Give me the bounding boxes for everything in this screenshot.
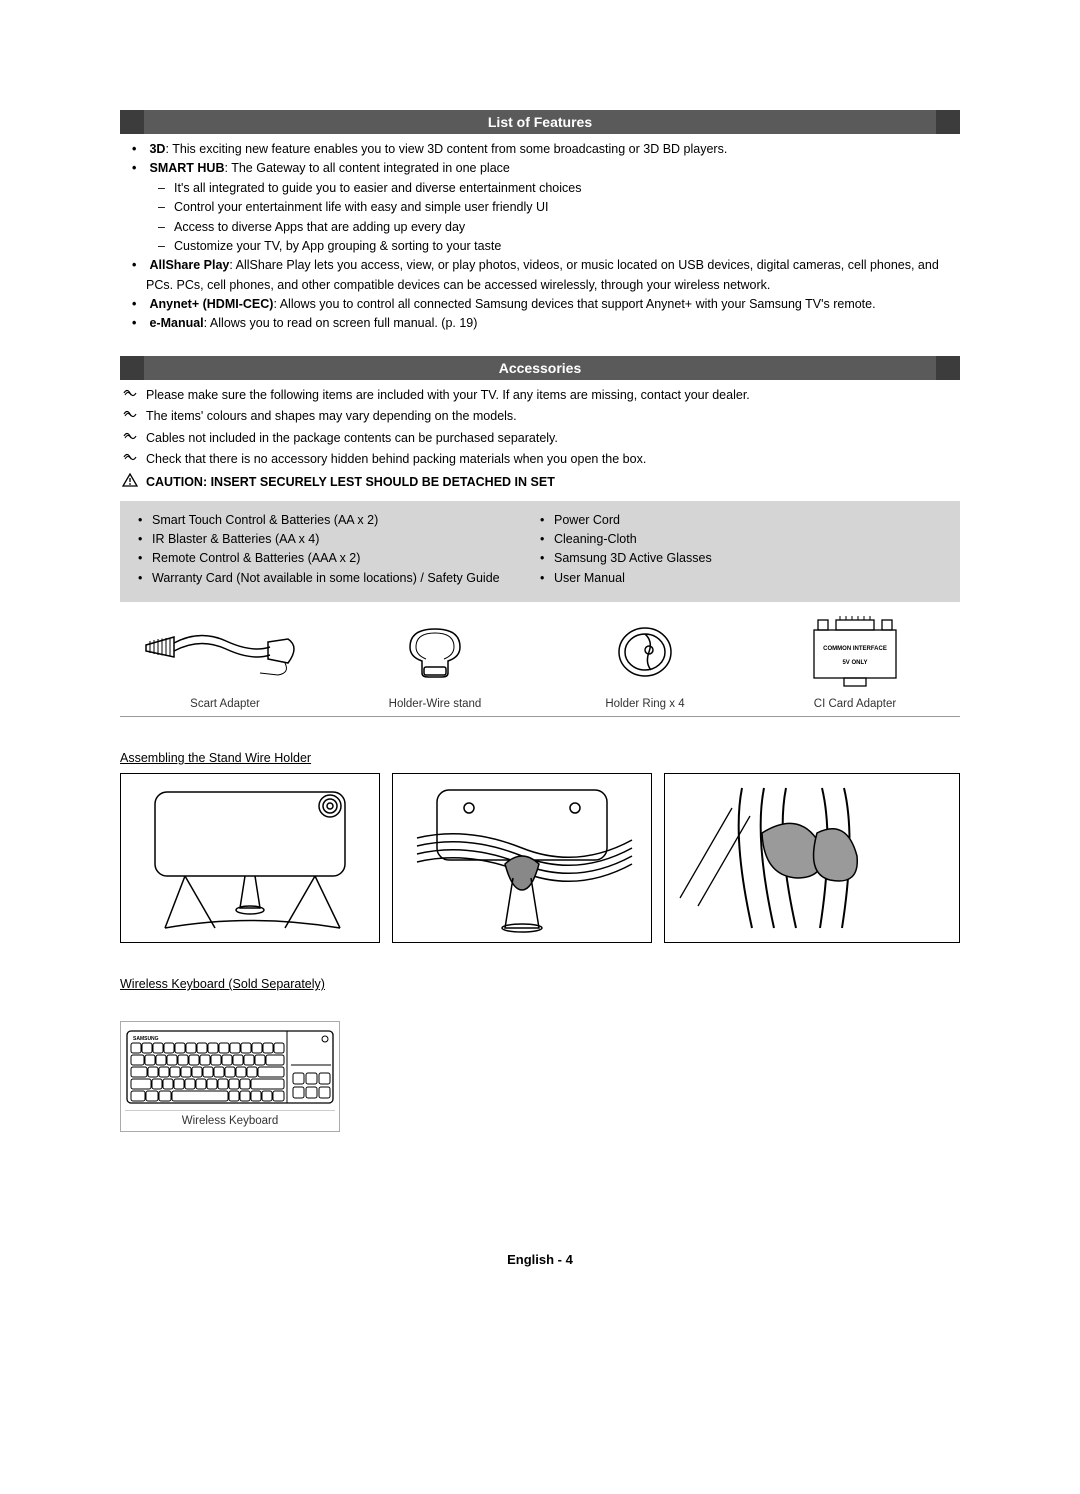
- accessories-col-left: Smart Touch Control & Batteries (AA x 2)…: [138, 511, 540, 589]
- keyboard-icon: SAMSUNG: [125, 1028, 335, 1106]
- holder-wire-stand-icon: [390, 617, 480, 687]
- features-block: 3D: This exciting new feature enables yo…: [120, 140, 960, 334]
- illus-holder-ring: Holder Ring x 4: [540, 612, 750, 710]
- svg-text:5V ONLY: 5V ONLY: [842, 660, 867, 666]
- feature-text: : The Gateway to all content integrated …: [224, 161, 509, 175]
- feature-item: 3D: This exciting new feature enables yo…: [146, 140, 960, 159]
- feature-subitem: It's all integrated to guide you to easi…: [174, 179, 960, 198]
- feature-text: : AllShare Play lets you access, view, o…: [146, 258, 939, 291]
- holder-ring-icon: [605, 617, 685, 687]
- feature-text: : This exciting new feature enables you …: [165, 142, 727, 156]
- svg-text:COMMON INTERFACE: COMMON INTERFACE: [823, 646, 887, 652]
- page-footer: English - 4: [120, 1252, 960, 1267]
- illus-ci-card: COMMON INTERFACE 5V ONLY CI Card Adapter: [750, 612, 960, 710]
- accessory-item: Power Cord: [554, 511, 942, 530]
- note-text: Check that there is no accessory hidden …: [146, 450, 646, 469]
- accessory-item: IR Blaster & Batteries (AA x 4): [152, 530, 540, 549]
- keyboard-label: Wireless Keyboard: [125, 1110, 335, 1131]
- accessory-item: Samsung 3D Active Glasses: [554, 549, 942, 568]
- feature-bold: Anynet+ (HDMI-CEC): [149, 297, 273, 311]
- note-line: Check that there is no accessory hidden …: [122, 450, 960, 469]
- accessories-box: Smart Touch Control & Batteries (AA x 2)…: [120, 501, 960, 603]
- subhead-keyboard: Wireless Keyboard (Sold Separately): [120, 977, 960, 991]
- accessories-col-right: Power Cord Cleaning-Cloth Samsung 3D Act…: [540, 511, 942, 589]
- assembly-illus-1: [120, 773, 380, 943]
- feature-text: : Allows you to read on screen full manu…: [204, 316, 478, 330]
- feature-text: : Allows you to control all connected Sa…: [273, 297, 875, 311]
- caution-text: CAUTION: INSERT SECURELY LEST SHOULD BE …: [146, 473, 555, 492]
- feature-item: AllShare Play: AllShare Play lets you ac…: [146, 256, 960, 295]
- note-line: Please make sure the following items are…: [122, 386, 960, 405]
- accessory-item: User Manual: [554, 569, 942, 588]
- separator: [120, 716, 960, 717]
- illus-label: CI Card Adapter: [750, 698, 960, 710]
- keyboard-block: SAMSUNG: [120, 1021, 960, 1132]
- feature-subitem: Control your entertainment life with eas…: [174, 198, 960, 217]
- note-icon: [122, 450, 140, 469]
- illus-label: Holder-Wire stand: [330, 698, 540, 710]
- feature-bold: e-Manual: [149, 316, 203, 330]
- accessory-item: Warranty Card (Not available in some loc…: [152, 569, 540, 588]
- accessory-item: Smart Touch Control & Batteries (AA x 2): [152, 511, 540, 530]
- assembly-illus-2: [392, 773, 652, 943]
- note-icon: [122, 407, 140, 426]
- note-line: The items' colours and shapes may vary d…: [122, 407, 960, 426]
- feature-item: SMART HUB: The Gateway to all content in…: [146, 159, 960, 256]
- note-text: The items' colours and shapes may vary d…: [146, 407, 517, 426]
- scart-adapter-icon: [140, 617, 310, 687]
- note-text: Cables not included in the package conte…: [146, 429, 558, 448]
- warning-icon: [122, 473, 140, 492]
- ci-card-adapter-icon: COMMON INTERFACE 5V ONLY: [800, 612, 910, 692]
- feature-item: Anynet+ (HDMI-CEC): Allows you to contro…: [146, 295, 960, 314]
- svg-text:SAMSUNG: SAMSUNG: [133, 1036, 159, 1042]
- feature-bold: SMART HUB: [149, 161, 224, 175]
- illus-scart: Scart Adapter: [120, 612, 330, 710]
- feature-item: e-Manual: Allows you to read on screen f…: [146, 314, 960, 333]
- assembly-illus-3: [664, 773, 960, 943]
- feature-subitem: Customize your TV, by App grouping & sor…: [174, 237, 960, 256]
- note-line: Cables not included in the package conte…: [122, 429, 960, 448]
- note-icon: [122, 429, 140, 448]
- illus-label: Holder Ring x 4: [540, 698, 750, 710]
- note-icon: [122, 386, 140, 405]
- illus-holder-wire: Holder-Wire stand: [330, 612, 540, 710]
- caution-line: CAUTION: INSERT SECURELY LEST SHOULD BE …: [122, 473, 960, 492]
- assembly-row: [120, 773, 960, 943]
- accessory-item: Remote Control & Batteries (AAA x 2): [152, 549, 540, 568]
- subhead-assembly: Assembling the Stand Wire Holder: [120, 751, 960, 765]
- feature-subitem: Access to diverse Apps that are adding u…: [174, 218, 960, 237]
- feature-bold: AllShare Play: [149, 258, 229, 272]
- illus-label: Scart Adapter: [120, 698, 330, 710]
- section-header-features: List of Features: [120, 110, 960, 134]
- section-header-accessories: Accessories: [120, 356, 960, 380]
- accessory-item: Cleaning-Cloth: [554, 530, 942, 549]
- note-text: Please make sure the following items are…: [146, 386, 750, 405]
- illustration-row: Scart Adapter Holder-Wire stand: [120, 612, 960, 710]
- keyboard-card: SAMSUNG: [120, 1021, 340, 1132]
- accessory-notes: Please make sure the following items are…: [120, 386, 960, 493]
- feature-bold: 3D: [149, 142, 165, 156]
